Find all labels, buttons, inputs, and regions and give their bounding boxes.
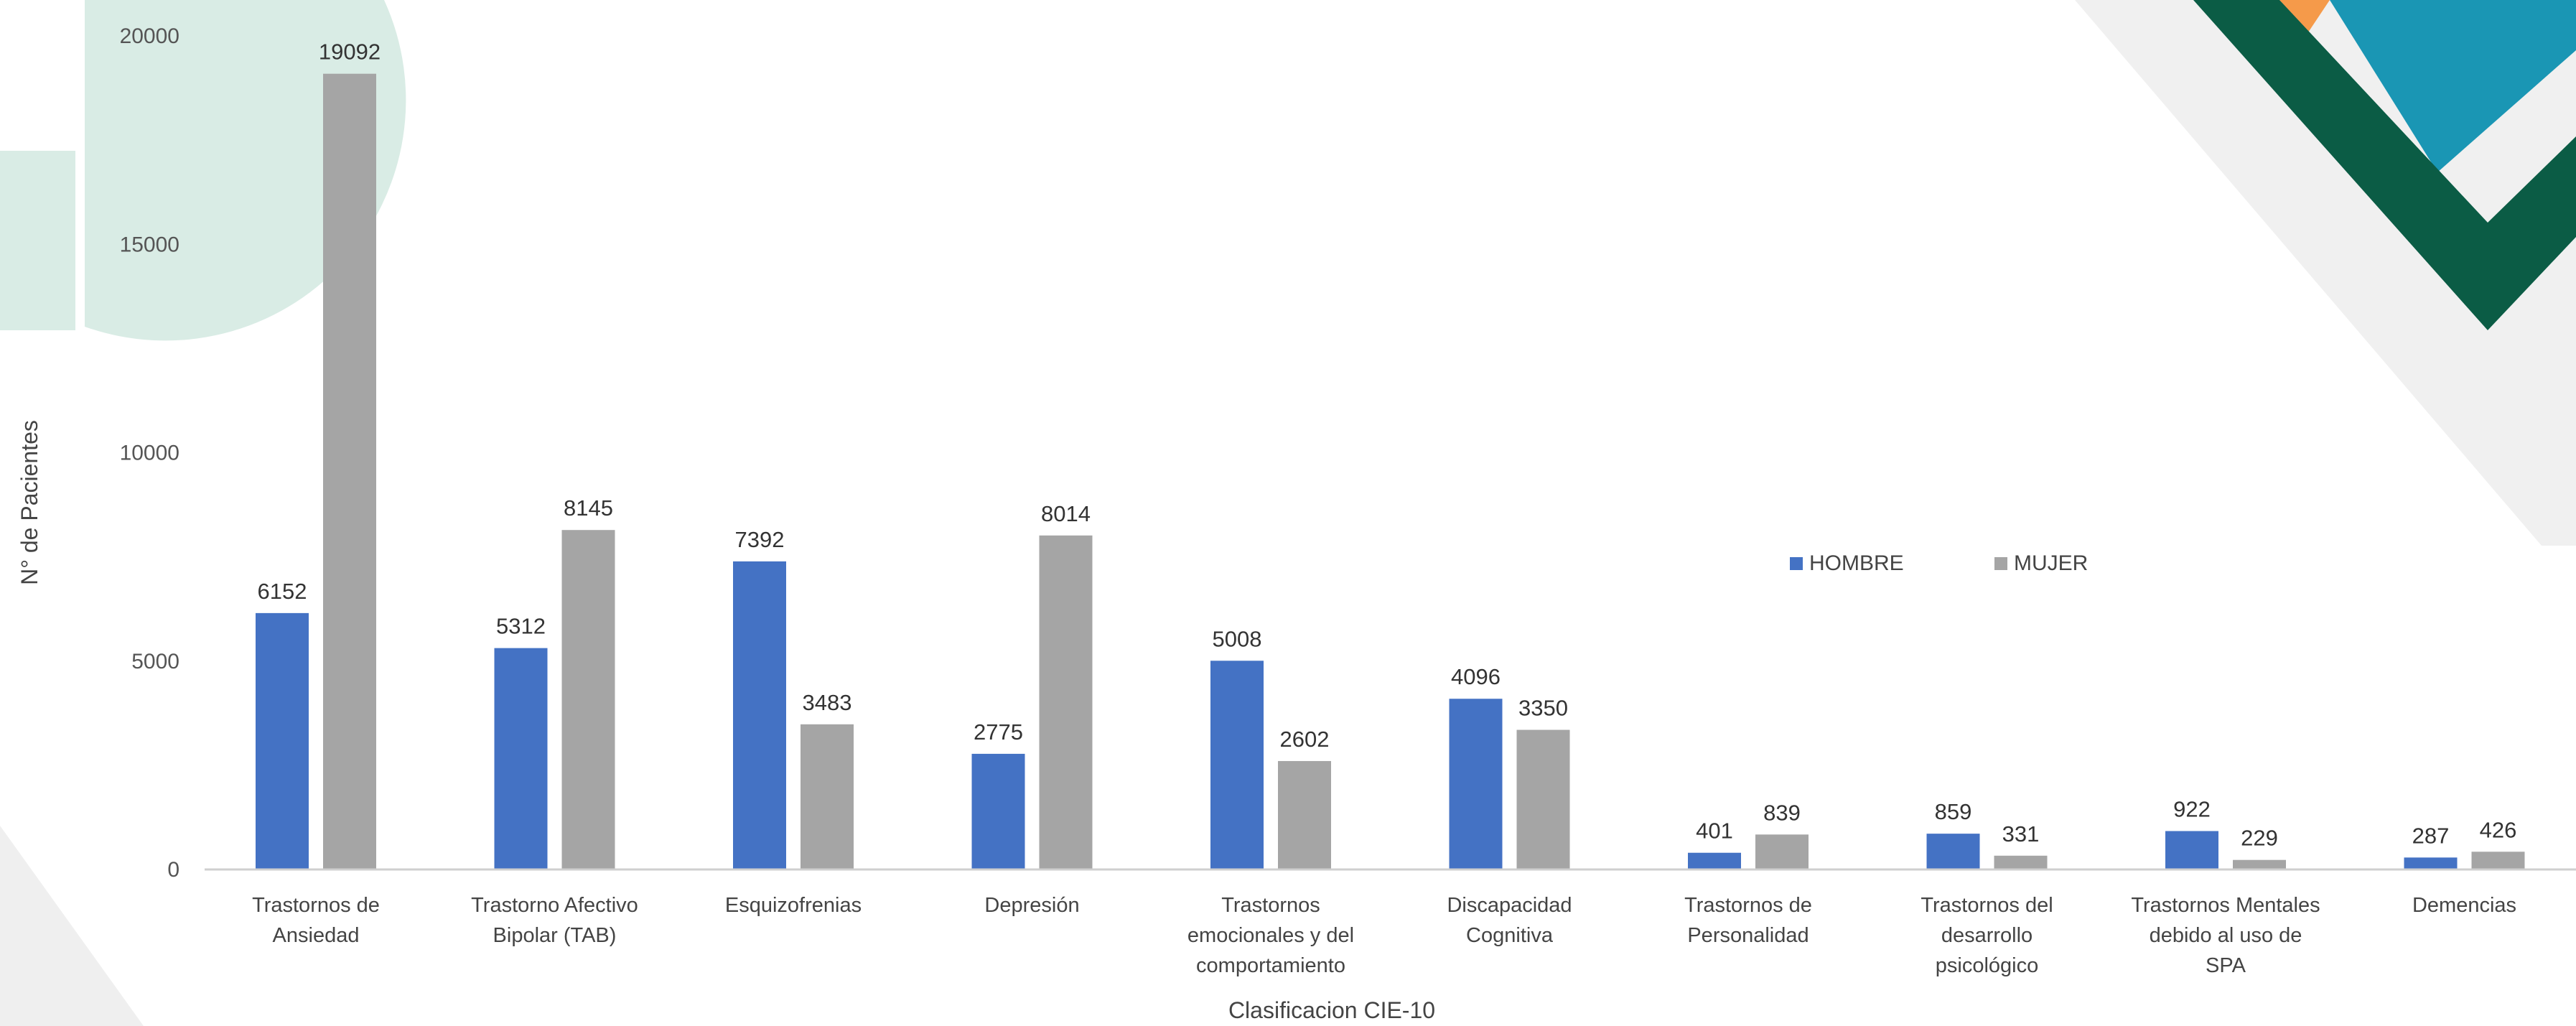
y-tick-label: 0 <box>167 858 179 882</box>
data-label-mujer: 3350 <box>1518 696 1568 721</box>
data-label-mujer: 8145 <box>564 495 613 521</box>
legend-label-hombre: HOMBRE <box>1809 551 1904 575</box>
category-label: Discapacidad Cognitiva <box>1447 894 1572 947</box>
bar-mujer <box>801 724 854 869</box>
data-label-hombre: 6152 <box>258 579 307 604</box>
bar-hombre <box>1926 834 1980 869</box>
data-label-hombre: 4096 <box>1451 664 1501 689</box>
bar-mujer <box>1516 729 1570 869</box>
category-label: Demencias <box>2412 894 2516 917</box>
bar-mujer <box>2233 859 2286 869</box>
data-label-hombre: 5312 <box>496 614 546 639</box>
bar-mujer <box>323 73 376 870</box>
data-label-hombre: 7392 <box>735 527 785 552</box>
y-tick-label: 20000 <box>120 24 179 48</box>
data-label-hombre: 2775 <box>974 719 1023 745</box>
bar-hombre <box>1688 852 1741 869</box>
data-label-mujer: 8014 <box>1041 501 1091 526</box>
bar-hombre <box>1210 661 1264 869</box>
bar-mujer <box>2471 852 2525 869</box>
y-axis-title: N° de Pacientes <box>17 420 42 585</box>
data-label-mujer: 839 <box>1763 800 1801 825</box>
data-label-hombre: 401 <box>1696 819 1733 844</box>
category-label: Trastornos Mentales debido al uso de SPA <box>2131 894 2320 977</box>
category-label: Trastornos de Personalidad <box>1684 894 1812 947</box>
bar-hombre <box>733 561 786 869</box>
category-label: Trastornos de Ansiedad <box>252 894 380 947</box>
y-tick-label: 5000 <box>131 650 179 673</box>
legend-label-mujer: MUJER <box>2014 551 2088 575</box>
bar-hombre <box>256 612 309 869</box>
orange-corner-shape <box>2279 0 2330 32</box>
bar-mujer <box>1278 760 1331 869</box>
category-label: Depresión <box>984 894 1079 917</box>
bar-mujer <box>1994 855 2048 869</box>
bar-mujer <box>1039 535 1093 869</box>
mint-shape-left <box>0 151 75 330</box>
legend-swatch-mujer <box>1994 557 2007 570</box>
x-axis-title: Clasificacion CIE-10 <box>1228 997 1435 1023</box>
green-chevron-shape <box>2193 0 2576 330</box>
data-label-mujer: 19092 <box>319 39 381 65</box>
data-label-hombre: 922 <box>2173 796 2211 821</box>
data-label-hombre: 5008 <box>1213 626 1262 651</box>
bar-hombre <box>2165 831 2218 869</box>
category-label: Trastornos emocionales y del comportamient… <box>1187 894 1354 977</box>
bar-hombre <box>2404 857 2458 869</box>
bar-mujer <box>1755 834 1809 869</box>
bar-hombre <box>494 648 548 869</box>
data-label-hombre: 859 <box>1935 799 1972 824</box>
gray-triangle-bottom-left <box>0 826 144 1026</box>
data-label-mujer: 3483 <box>803 690 852 715</box>
category-label: Trastornos del desarrollo psicológico <box>1921 894 2053 977</box>
data-label-mujer: 331 <box>2002 821 2040 847</box>
category-label: Trastorno Afectivo Bipolar (TAB) <box>471 894 638 947</box>
y-tick-label: 10000 <box>120 442 179 465</box>
category-label: Esquizofrenias <box>725 894 862 917</box>
data-label-mujer: 426 <box>2480 817 2517 842</box>
legend: HOMBRE MUJER <box>1790 551 2088 575</box>
data-label-hombre: 287 <box>2412 823 2450 848</box>
legend-swatch-hombre <box>1790 557 1803 570</box>
data-label-mujer: 2602 <box>1280 727 1330 752</box>
teal-corner-shape <box>2330 0 2576 172</box>
bar-hombre <box>1449 699 1503 869</box>
data-label-mujer: 229 <box>2241 826 2278 851</box>
bar-mujer <box>561 530 615 869</box>
y-tick-label: 15000 <box>120 233 179 256</box>
bar-hombre <box>971 753 1025 869</box>
